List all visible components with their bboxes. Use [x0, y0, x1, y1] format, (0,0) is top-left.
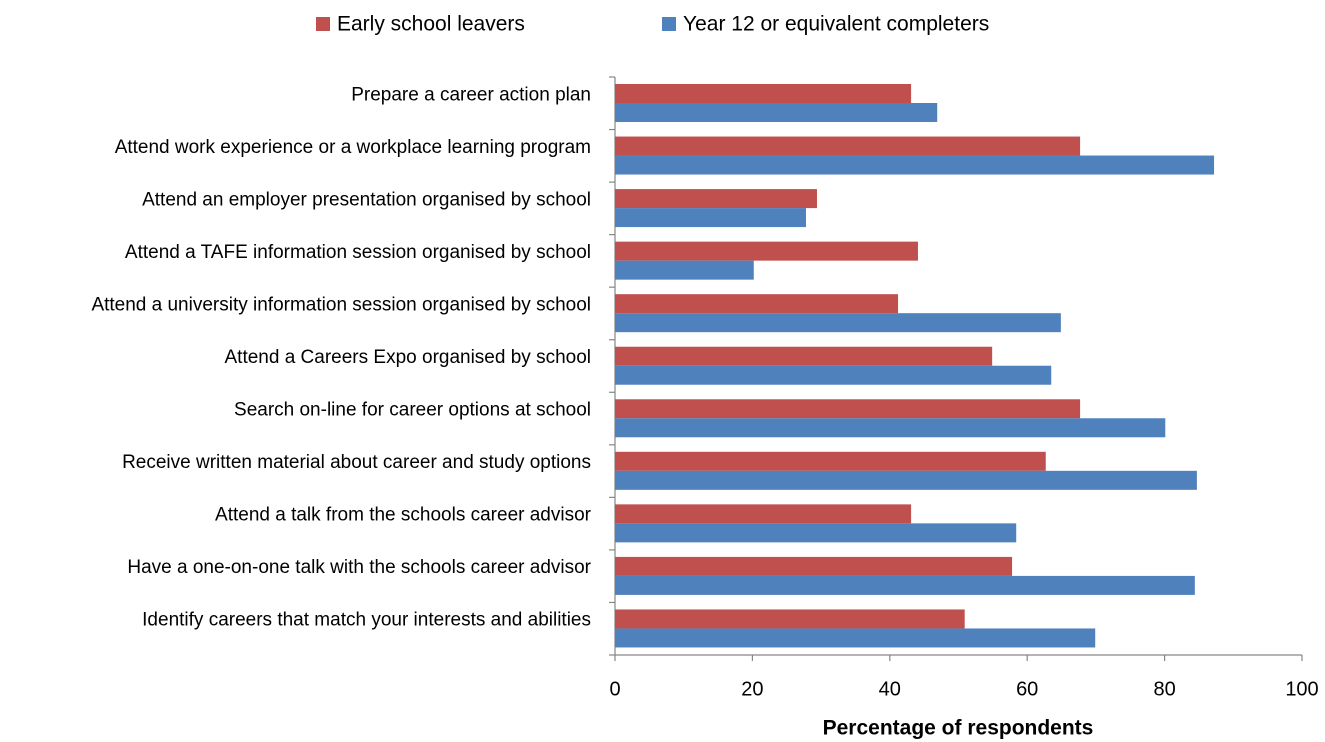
- y-tick-label: Attend a Careers Expo organised by schoo…: [225, 347, 592, 368]
- y-tick-label: Search on-line for career options at sch…: [234, 400, 591, 421]
- legend-swatch: [316, 17, 330, 31]
- bar: [615, 260, 754, 280]
- bar: [615, 470, 1197, 490]
- y-tick-label: Receive written material about career an…: [122, 452, 591, 473]
- legend-label: Year 12 or equivalent completers: [683, 13, 989, 36]
- bar: [615, 575, 1195, 595]
- bar: [615, 103, 938, 122]
- bar: [615, 523, 1017, 543]
- bar: [615, 84, 912, 103]
- bar: [615, 313, 1061, 333]
- legend-swatch: [662, 17, 676, 31]
- x-tick-label: 60: [1016, 678, 1038, 700]
- bar: [615, 208, 806, 228]
- bar: [615, 136, 1081, 156]
- y-tick-label: Attend a university information session …: [91, 294, 591, 315]
- bar: [615, 365, 1052, 385]
- bar: [615, 451, 1046, 471]
- bar: [615, 399, 1081, 419]
- bar: [615, 504, 912, 524]
- x-tick-label: 0: [609, 678, 620, 700]
- bar: [615, 294, 899, 314]
- bar: [615, 609, 965, 629]
- y-tick-label: Identify careers that match your interes…: [142, 610, 591, 631]
- y-tick-label: Prepare a career action plan: [351, 84, 591, 105]
- x-tick-label: 40: [879, 678, 901, 700]
- bar: [615, 418, 1166, 438]
- y-tick-label: Attend an employer presentation organise…: [142, 189, 591, 210]
- y-tick-label: Attend a talk from the schools career ad…: [215, 505, 592, 526]
- bar: [615, 556, 1013, 576]
- y-tick-label: Attend work experience or a workplace le…: [115, 137, 591, 158]
- x-tick-label: 80: [1153, 678, 1175, 700]
- x-tick-label: 20: [741, 678, 763, 700]
- bar: [615, 241, 918, 261]
- y-tick-label: Attend a TAFE information session organi…: [125, 242, 591, 263]
- x-axis-title: Percentage of respondents: [823, 717, 1094, 740]
- y-tick-label: Have a one-on-one talk with the schools …: [127, 557, 591, 578]
- legend-label: Early school leavers: [337, 13, 525, 36]
- x-tick-label: 100: [1285, 678, 1318, 700]
- bar: [615, 155, 1215, 175]
- bar: [615, 346, 993, 366]
- bar: [615, 628, 1096, 648]
- bar: [615, 189, 817, 209]
